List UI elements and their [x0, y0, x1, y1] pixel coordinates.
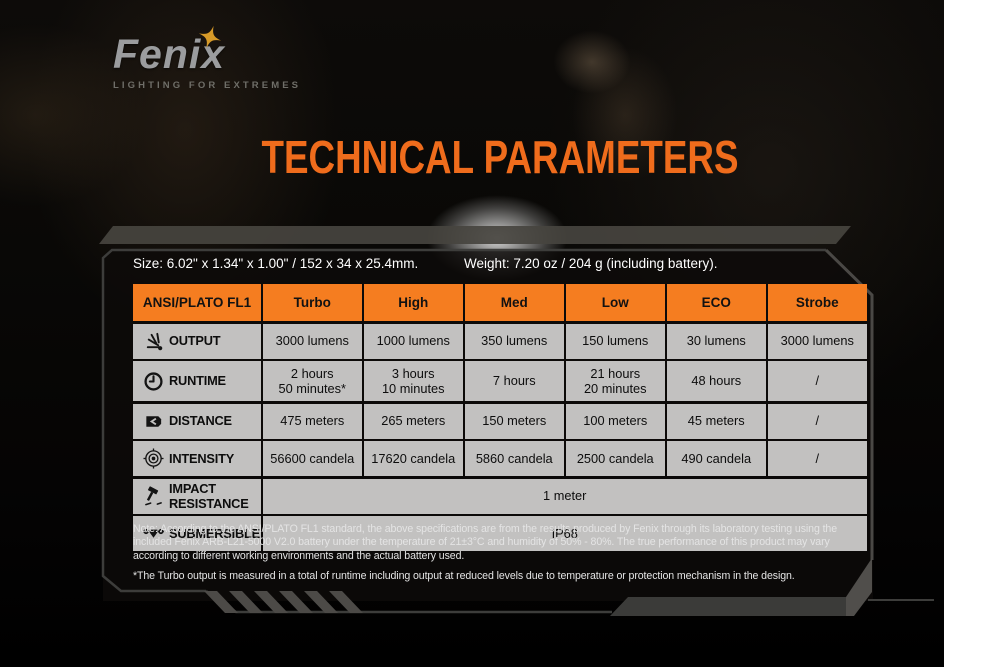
header-cell-turbo: Turbo	[262, 284, 362, 321]
header-cell-strobe: Strobe	[767, 284, 867, 321]
distance-icon	[141, 411, 165, 432]
impact-icon	[141, 485, 165, 507]
intensity-high: 17620 candela	[363, 441, 463, 476]
header-cell-med: Med	[464, 284, 564, 321]
row-label: RUNTIME	[169, 373, 226, 389]
distance-eco: 45 meters	[666, 403, 766, 439]
row-label: IMPACT RESISTANCE	[169, 480, 249, 511]
output-high: 1000 lumens	[363, 323, 463, 359]
distance-low: 100 meters	[565, 403, 665, 439]
output-icon	[141, 331, 165, 352]
table-row-runtime: RUNTIME 2 hours 50 minutes* 3 hours 10 m…	[133, 361, 867, 401]
intensity-low: 2500 candela	[565, 441, 665, 476]
brand-wordmark: Fenix	[113, 31, 226, 77]
output-low: 150 lumens	[565, 323, 665, 359]
table-row-distance: DISTANCE 475 meters 265 meters 150 meter…	[133, 403, 867, 439]
runtime-icon	[141, 371, 165, 392]
dimensions-line: Size: 6.02" x 1.34" x 1.00" / 152 x 34 x…	[133, 256, 717, 271]
table-row-output: OUTPUT 3000 lumens 1000 lumens 350 lumen…	[133, 323, 867, 359]
runtime-turbo: 2 hours 50 minutes*	[262, 361, 362, 401]
brand-logo: Fenix LIGHTING FOR EXTREMES	[113, 25, 302, 91]
page-title: TECHNICAL PARAMETERS	[261, 131, 739, 183]
note-text: Note: According to the ANSI/PLATO FL1 st…	[133, 523, 838, 562]
distance-turbo: 475 meters	[262, 403, 362, 439]
output-turbo: 3000 lumens	[262, 323, 362, 359]
header-cell-standard: ANSI/PLATO FL1	[133, 284, 261, 321]
distance-med: 150 meters	[464, 403, 564, 439]
runtime-med: 7 hours	[464, 361, 564, 401]
table-row-intensity: INTENSITY 56600 candela 17620 candela 58…	[133, 441, 867, 476]
row-label: INTENSITY	[169, 450, 235, 466]
runtime-eco: 48 hours	[666, 361, 766, 401]
row-label: DISTANCE	[169, 413, 232, 429]
distance-high: 265 meters	[363, 403, 463, 439]
spec-table: ANSI/PLATO FL1 Turbo High Med Low ECO St…	[133, 284, 867, 554]
footnotes: Note: According to the ANSI/PLATO FL1 st…	[133, 523, 873, 583]
table-header-row: ANSI/PLATO FL1 Turbo High Med Low ECO St…	[133, 284, 867, 321]
table-row-impact-resistance: IMPACT RESISTANCE 1 meter	[133, 478, 867, 514]
intensity-strobe: /	[767, 441, 867, 476]
intensity-med: 5860 candela	[464, 441, 564, 476]
star-icon	[198, 25, 222, 49]
turbo-note-text: *The Turbo output is measured in a total…	[133, 570, 795, 583]
weight-spec: Weight: 7.20 oz / 204 g (including batte…	[464, 256, 718, 271]
header-cell-high: High	[363, 284, 463, 321]
intensity-turbo: 56600 candela	[262, 441, 362, 476]
distance-strobe: /	[767, 403, 867, 439]
output-eco: 30 lumens	[666, 323, 766, 359]
row-label: OUTPUT	[169, 333, 221, 349]
header-cell-low: Low	[565, 284, 665, 321]
runtime-low: 21 hours 20 minutes	[565, 361, 665, 401]
header-cell-eco: ECO	[666, 284, 766, 321]
output-strobe: 3000 lumens	[767, 323, 867, 359]
photo-background: Fenix LIGHTING FOR EXTREMES TECHNICAL PA…	[0, 0, 944, 667]
size-spec: Size: 6.02" x 1.34" x 1.00" / 152 x 34 x…	[133, 256, 419, 271]
runtime-strobe: /	[767, 361, 867, 401]
brand-tagline: LIGHTING FOR EXTREMES	[113, 80, 302, 91]
intensity-eco: 490 candela	[666, 441, 766, 476]
intensity-icon	[141, 448, 165, 469]
runtime-high: 3 hours 10 minutes	[363, 361, 463, 401]
output-med: 350 lumens	[464, 323, 564, 359]
impact-resistance-value: 1 meter	[262, 478, 867, 514]
